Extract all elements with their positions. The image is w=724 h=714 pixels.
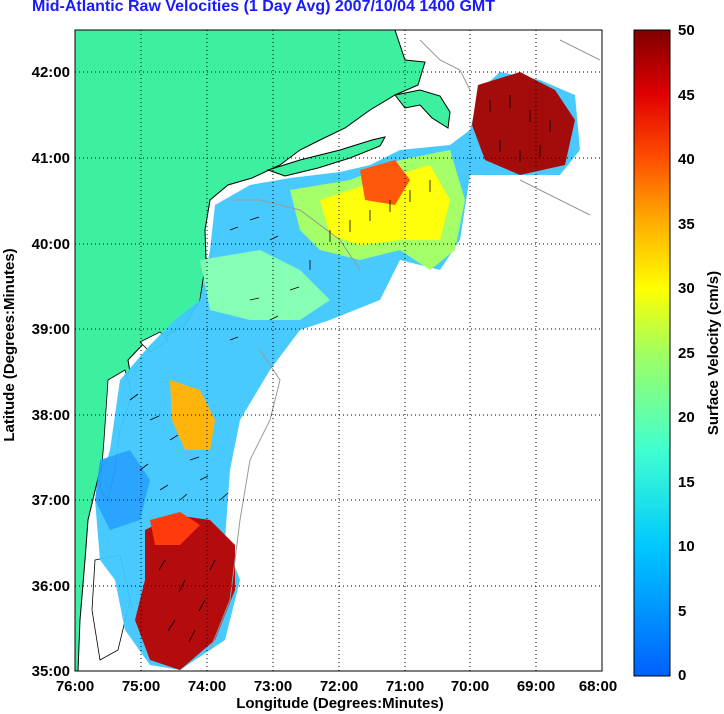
y-tick-label: 35:00 (32, 663, 70, 680)
x-tick-label: 69:00 (517, 678, 555, 695)
y-axis-label: Latitude (Degrees:Minutes) (1, 248, 18, 441)
land-mass (75, 30, 426, 671)
map-title: Mid-Atlantic Raw Velocities (1 Day Avg) … (32, 0, 495, 15)
x-tick-label: 76:00 (56, 678, 94, 695)
colorbar-label: Surface Velocity (cm/s) (705, 271, 722, 435)
y-tick-label: 41:00 (32, 150, 70, 167)
x-tick-labels: 76:00 75:00 74:00 73:00 72:00 71:00 70:0… (56, 678, 617, 695)
x-tick-label: 71:00 (386, 678, 424, 695)
colorbar-tick-label: 25 (678, 345, 695, 362)
x-tick-label: 75:00 (122, 678, 160, 695)
x-tick-label: 70:00 (451, 678, 489, 695)
colorbar-tick-label: 5 (678, 603, 686, 620)
map-frame (74, 29, 603, 672)
map-grid (75, 30, 602, 671)
colorbar-tick-label: 20 (678, 409, 695, 426)
colorbar-tick-label: 15 (678, 474, 695, 491)
bathymetry-contour (209, 39, 601, 651)
velocity-vectors (129, 95, 551, 643)
cape-cod (394, 89, 451, 129)
colorbar (633, 29, 671, 677)
y-tick-label: 37:00 (32, 492, 70, 509)
y-tick-label: 36:00 (32, 578, 70, 595)
x-axis-label: Longitude (Degrees:Minutes) (236, 695, 444, 712)
colorbar-tick-label: 0 (678, 667, 686, 684)
colorbar-tick-label: 50 (678, 22, 695, 39)
y-tick-labels: 42:00 41:00 40:00 39:00 38:00 37:00 36:0… (32, 64, 70, 680)
colorbar-tick-label: 30 (678, 280, 695, 297)
x-tick-label: 72:00 (320, 678, 358, 695)
colorbar-tick-label: 40 (678, 151, 695, 168)
colorbar-tick-label: 45 (678, 87, 695, 104)
colorbar-tick-label: 35 (678, 216, 695, 233)
x-tick-label: 73:00 (254, 678, 292, 695)
y-tick-label: 39:00 (32, 321, 70, 338)
velocity-field (95, 72, 580, 670)
y-tick-label: 42:00 (32, 64, 70, 81)
y-tick-label: 38:00 (32, 407, 70, 424)
y-tick-label: 40:00 (32, 236, 70, 253)
long-island (266, 136, 386, 177)
colorbar-tick-labels: 50 45 40 35 30 25 20 15 10 5 0 (678, 22, 695, 684)
colorbar-tick-label: 10 (678, 538, 695, 555)
x-tick-label: 74:00 (188, 678, 226, 695)
x-tick-label: 68:00 (579, 678, 617, 695)
